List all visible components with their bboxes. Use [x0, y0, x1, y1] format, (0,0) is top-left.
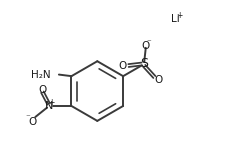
Text: Li: Li [171, 14, 179, 24]
Text: ⁻: ⁻ [25, 113, 30, 122]
Text: H₂N: H₂N [31, 70, 51, 80]
Text: +: + [48, 98, 55, 107]
Text: +: + [175, 11, 182, 20]
Text: O: O [118, 61, 126, 70]
Text: O: O [38, 85, 46, 95]
Text: N: N [44, 101, 53, 111]
Text: O: O [28, 117, 36, 127]
Text: O: O [141, 41, 149, 51]
Text: ⁻: ⁻ [146, 38, 151, 47]
Text: O: O [154, 76, 162, 85]
Text: S: S [140, 57, 148, 70]
